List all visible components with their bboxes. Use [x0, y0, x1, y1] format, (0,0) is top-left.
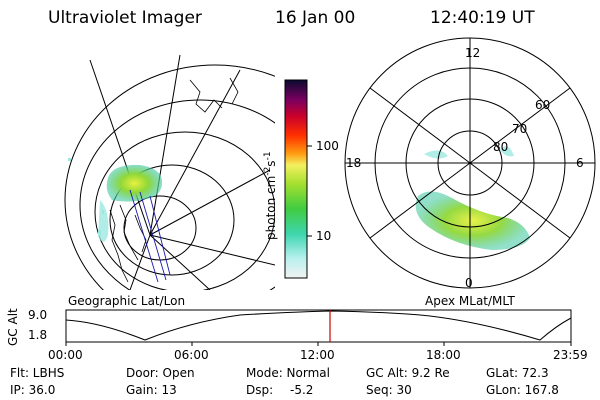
lat-label-70: 70 [512, 122, 528, 136]
apex-caption: Apex MLat/MLT [425, 294, 515, 308]
glon-info: GLon: 167.8 [486, 383, 559, 397]
polar-mlt-map [344, 37, 596, 289]
colorbar-unit-label: photon cm-2s-1 [263, 151, 278, 240]
mlt-label-12: 12 [465, 46, 481, 60]
mlt-label-18: 18 [346, 156, 362, 170]
dsp-value: -5.2 [290, 383, 314, 397]
mlt-label-0: 0 [465, 276, 473, 290]
altitude-xtick-0600: 06:00 [174, 348, 209, 362]
altitude-ytick-bottom: 1.8 [28, 328, 48, 342]
mode-info: Mode: Normal [246, 366, 330, 380]
altitude-xtick-1800: 18:00 [426, 348, 461, 362]
geographic-caption: Geographic Lat/Lon [68, 294, 186, 308]
geographic-map [64, 54, 275, 290]
gain-info: Gain: 13 [126, 383, 177, 397]
filter-info: Flt: LBHS [10, 366, 65, 380]
altitude-ylabel: GC Alt [6, 308, 20, 346]
colorbar [284, 79, 308, 279]
instrument-title: Ultraviolet Imager [48, 8, 202, 28]
lat-label-80: 80 [493, 140, 509, 154]
time-label: 12:40:19 UT [430, 8, 535, 28]
date-label: 16 Jan 00 [275, 8, 356, 28]
colorbar-tick-10: 10 [316, 229, 332, 243]
door-info: Door: Open [126, 366, 195, 380]
colorbar-tick-100: 100 [316, 139, 339, 153]
altitude-xtick-1200: 12:00 [300, 348, 335, 362]
lat-label-60: 60 [535, 98, 551, 112]
altitude-xtick-0000: 00:00 [48, 348, 83, 362]
dsp-label: Dsp: [246, 383, 274, 397]
gcalt-info: GC Alt: 9.2 Re [366, 366, 450, 380]
glat-info: GLat: 72.3 [486, 366, 549, 380]
altitude-xtick-2359: 23:59 [553, 348, 588, 362]
altitude-ytick-top: 9.0 [28, 308, 48, 322]
mlt-label-6: 6 [576, 156, 584, 170]
ip-info: IP: 36.0 [10, 383, 56, 397]
altitude-plot [65, 309, 572, 346]
seq-info: Seq: 30 [366, 383, 412, 397]
